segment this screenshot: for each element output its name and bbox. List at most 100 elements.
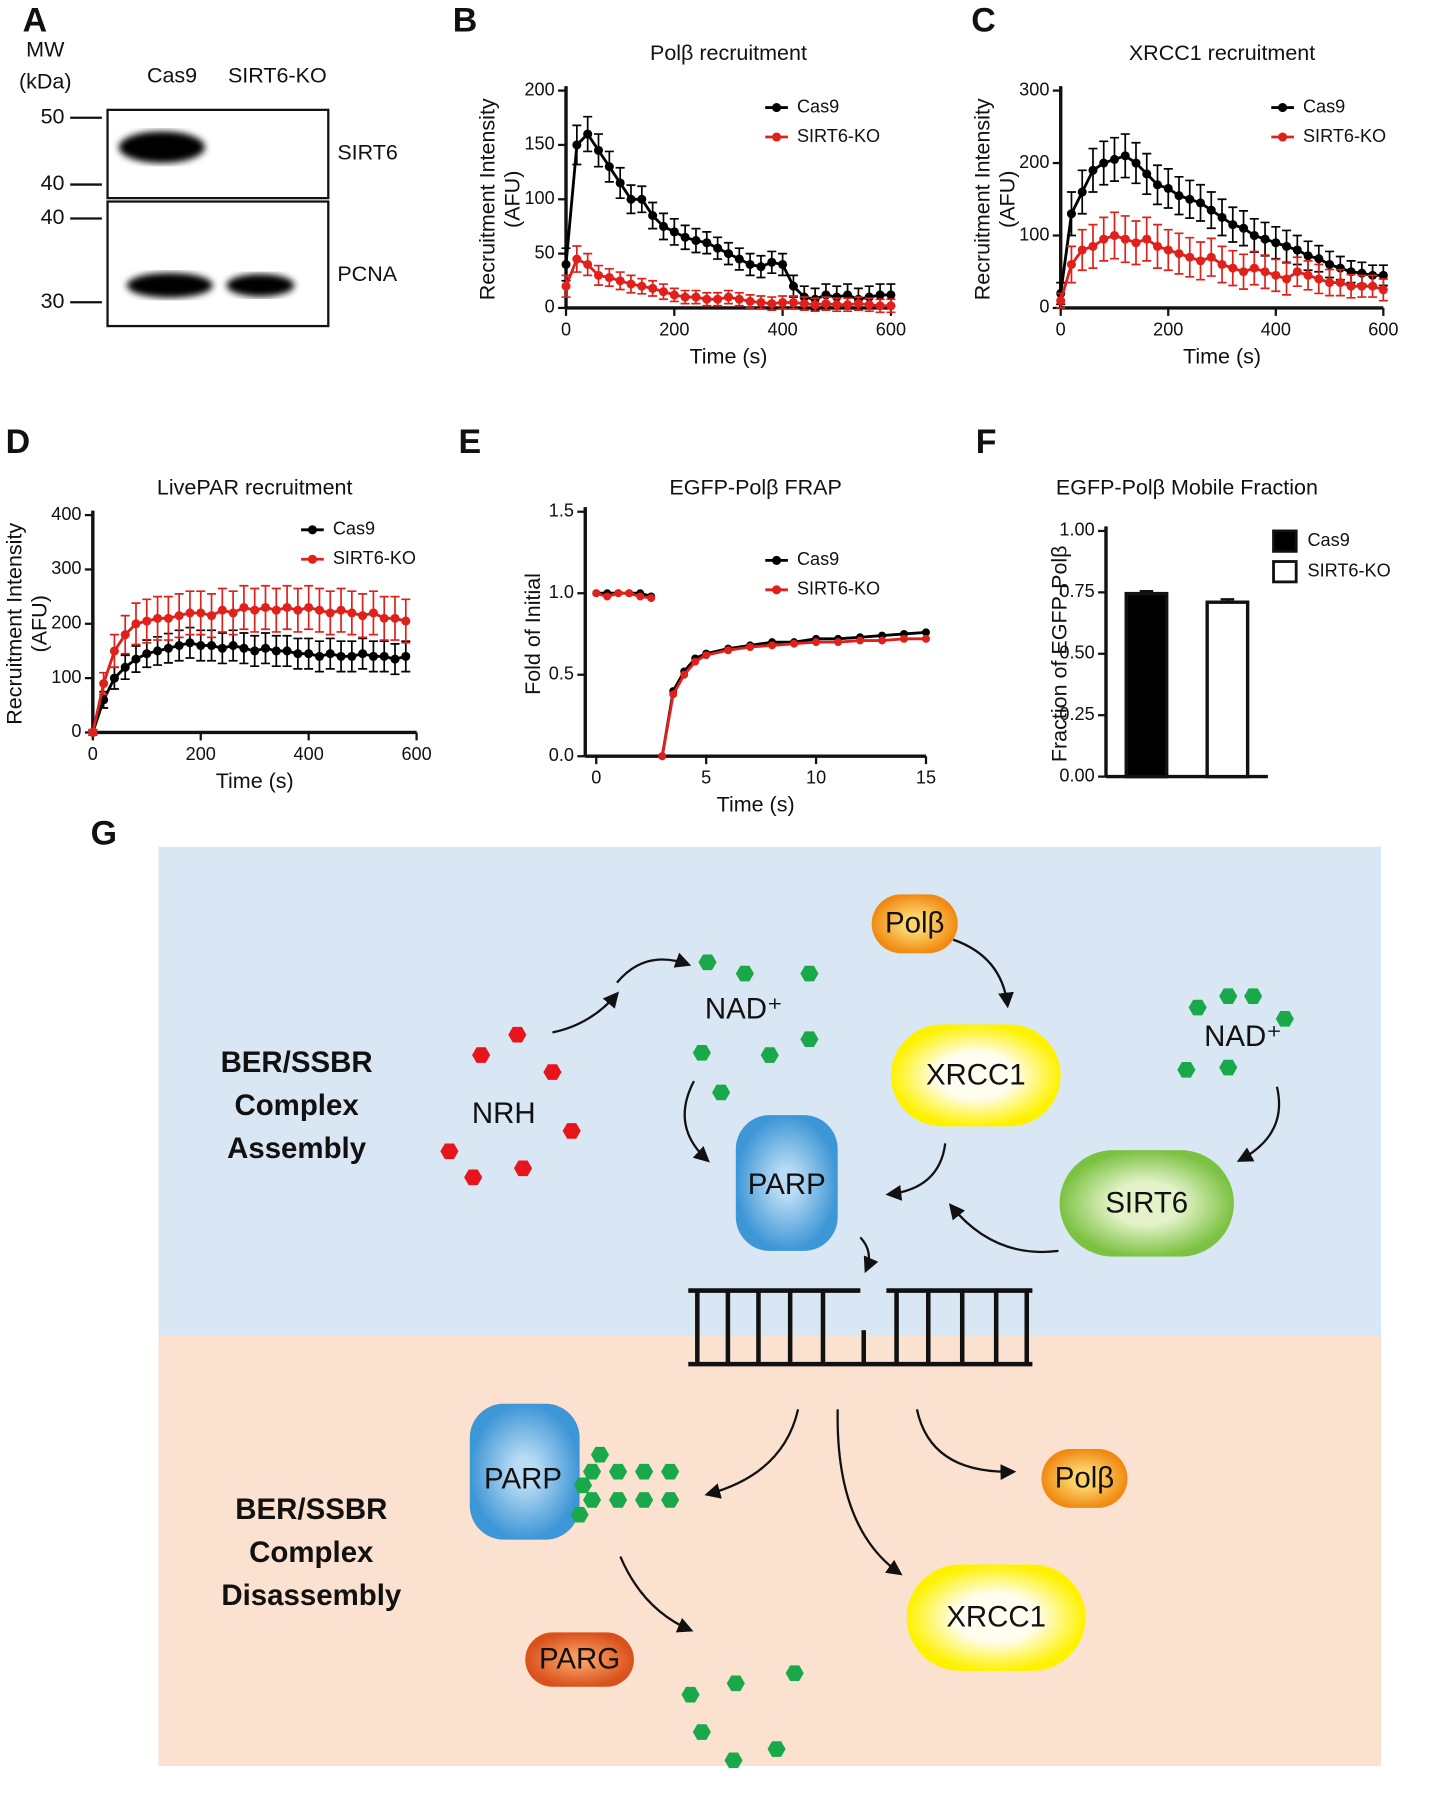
data-point [153, 613, 163, 623]
hexagon [440, 1143, 459, 1160]
arrow [952, 938, 1014, 1009]
data-point [1303, 251, 1313, 261]
data-point [217, 643, 227, 653]
data-point [821, 299, 831, 309]
hexagon [609, 1463, 628, 1480]
series-line [564, 131, 891, 301]
data-point [734, 254, 744, 264]
data-point [778, 297, 788, 308]
y-tick-label: 100 [51, 667, 81, 687]
hexagon [609, 1492, 628, 1508]
data-point [723, 249, 733, 259]
chart-title: EGFP-Polβ Mobile Fraction [1056, 476, 1318, 500]
region-label: BER/SSBR [221, 1046, 373, 1079]
legend-label: Cas9 [1303, 96, 1345, 116]
y-tick-label: 0 [545, 297, 555, 317]
data-point [260, 602, 271, 613]
data-point [88, 727, 98, 737]
data-point [922, 628, 930, 637]
bar [1205, 600, 1250, 779]
data-point [572, 140, 582, 150]
data-point [1217, 259, 1227, 270]
data-point [875, 290, 885, 300]
legend-label: Cas9 [797, 96, 839, 116]
data-point [1271, 270, 1281, 280]
panel-label: B [453, 2, 478, 40]
arrow [915, 1409, 1017, 1480]
hexagon [582, 1463, 602, 1480]
data-point [680, 232, 690, 242]
data-point [713, 294, 723, 304]
arrow [948, 1203, 1059, 1254]
data-point [1077, 245, 1087, 255]
data-point [853, 299, 863, 309]
y-tick-label: 0.0 [549, 745, 574, 765]
data-point [120, 630, 130, 640]
x-tick-label: 0 [88, 744, 98, 764]
y-tick-label: 0 [71, 721, 81, 741]
data-point [401, 651, 411, 661]
hexagon [735, 965, 754, 982]
data-point [636, 592, 645, 601]
data-point [561, 281, 571, 291]
chart-title: EGFP-Polβ FRAP [669, 476, 841, 500]
x-tick-label: 0 [591, 768, 601, 788]
data-point [1292, 267, 1302, 277]
legend-marker [772, 103, 782, 113]
y-tick-label: 0.5 [549, 664, 574, 684]
arrow [552, 991, 620, 1034]
data-point [1088, 241, 1098, 251]
legend-marker [307, 525, 317, 535]
y-tick-label: 100 [1019, 224, 1049, 244]
data-point [669, 227, 679, 237]
legend-marker [307, 554, 317, 564]
data-point [702, 651, 711, 660]
data-point [1260, 234, 1270, 244]
hexagon [582, 1492, 602, 1508]
mw-label: MW [26, 38, 65, 62]
data-point [196, 640, 206, 651]
series-line [595, 591, 927, 757]
polb-shape [1041, 1449, 1128, 1508]
data-point [1325, 259, 1335, 270]
data-point [1314, 254, 1324, 264]
data-point [900, 634, 908, 643]
data-point [1142, 234, 1152, 244]
x-tick-label: 200 [659, 319, 689, 339]
disassembly-region [158, 1335, 1382, 1767]
western-blot: MW (kDa) Cas9 SIRT6-KO 50 40 40 30 SIRT6… [19, 38, 398, 328]
chart: XRCC1 recruitment 0 100 200 300 0 200 400 600 Tim… [970, 41, 1398, 368]
data-point [746, 643, 755, 651]
data-point [1346, 281, 1356, 291]
node-label: XRCC1 [926, 1058, 1026, 1091]
parp-shape [735, 1115, 838, 1251]
parp-shape [469, 1403, 580, 1540]
x-axis-label: Time (s) [216, 769, 294, 793]
data-point [1303, 270, 1313, 280]
data-point [163, 643, 173, 653]
region-label: BER/SSBR [235, 1493, 387, 1526]
data-point [120, 662, 130, 672]
data-point [260, 643, 271, 653]
y-tick-label: 300 [51, 558, 81, 578]
data-point [217, 605, 227, 615]
data-point [401, 616, 411, 626]
data-point [768, 641, 777, 650]
panel-label: F [976, 423, 997, 461]
data-point [691, 236, 701, 246]
data-point [1131, 158, 1141, 168]
data-point [626, 194, 636, 204]
data-point [1195, 256, 1206, 266]
marker-label: 50 [41, 104, 65, 128]
data-point [878, 636, 886, 645]
data-point [615, 276, 625, 286]
x-tick-label: 400 [768, 319, 798, 339]
legend-marker [772, 555, 782, 565]
chart: EGFP-Polβ FRAP 0.0 0.5 1.0 1.5 0 5 10 15 Time (s)… [521, 476, 936, 817]
data-point [1109, 154, 1120, 164]
y-tick-label: 0.25 [1059, 704, 1094, 724]
hexagon [760, 1047, 779, 1063]
data-point [691, 292, 701, 302]
data-point [131, 619, 141, 629]
data-point [1249, 230, 1259, 241]
